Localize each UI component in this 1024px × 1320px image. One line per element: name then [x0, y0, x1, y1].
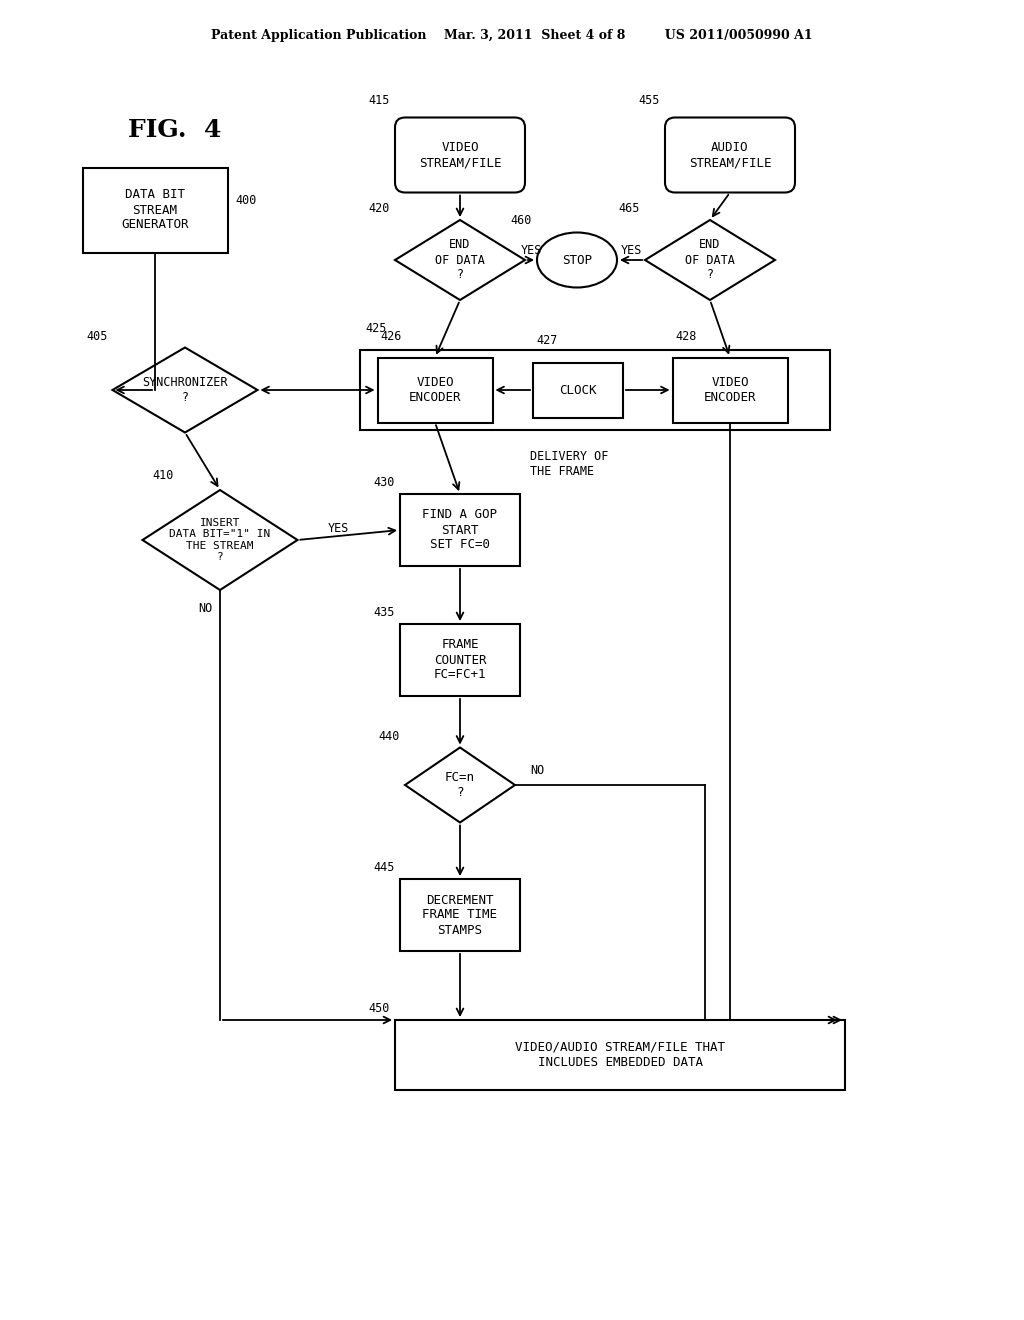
Text: STOP: STOP — [562, 253, 592, 267]
Bar — [83, 168, 227, 252]
Text: FIND A GOP
START
SET FC=0: FIND A GOP START SET FC=0 — [423, 508, 498, 552]
FancyBboxPatch shape — [395, 117, 525, 193]
Text: 428: 428 — [676, 330, 697, 342]
Text: NO: NO — [198, 602, 212, 615]
Text: 425: 425 — [365, 322, 386, 335]
Text: Patent Application Publication    Mar. 3, 2011  Sheet 4 of 8         US 2011/005: Patent Application Publication Mar. 3, 2… — [211, 29, 813, 41]
Text: YES: YES — [621, 243, 642, 256]
Text: 435: 435 — [374, 606, 395, 619]
Polygon shape — [645, 220, 775, 300]
Bar — [400, 494, 520, 566]
Text: 450: 450 — [369, 1002, 390, 1015]
Text: NO: NO — [530, 763, 544, 776]
Bar — [400, 624, 520, 696]
Bar — [395, 1020, 845, 1090]
Bar — [673, 358, 787, 422]
Text: 440: 440 — [379, 730, 400, 742]
Text: 460: 460 — [511, 214, 532, 227]
Polygon shape — [406, 747, 515, 822]
Text: VIDEO
ENCODER: VIDEO ENCODER — [409, 376, 461, 404]
Text: 400: 400 — [236, 194, 257, 206]
Polygon shape — [142, 490, 298, 590]
Text: 430: 430 — [374, 477, 395, 488]
Text: SYNCHRONIZER
?: SYNCHRONIZER ? — [142, 376, 227, 404]
Text: 415: 415 — [369, 95, 390, 107]
Text: 455: 455 — [639, 95, 660, 107]
Polygon shape — [113, 347, 257, 433]
Text: CLOCK: CLOCK — [559, 384, 597, 396]
Text: 420: 420 — [369, 202, 390, 215]
FancyBboxPatch shape — [665, 117, 795, 193]
Text: FRAME
COUNTER
FC=FC+1: FRAME COUNTER FC=FC+1 — [434, 639, 486, 681]
Text: 405: 405 — [86, 330, 108, 342]
Text: AUDIO
STREAM/FILE: AUDIO STREAM/FILE — [689, 141, 771, 169]
Text: VIDEO
ENCODER: VIDEO ENCODER — [703, 376, 757, 404]
Text: 465: 465 — [618, 202, 640, 215]
Text: DATA BIT
STREAM
GENERATOR: DATA BIT STREAM GENERATOR — [121, 189, 188, 231]
Bar — [400, 879, 520, 950]
Text: VIDEO/AUDIO STREAM/FILE THAT
INCLUDES EMBEDDED DATA: VIDEO/AUDIO STREAM/FILE THAT INCLUDES EM… — [515, 1041, 725, 1069]
Text: 427: 427 — [536, 334, 557, 347]
Text: DECREMENT
FRAME TIME
STAMPS: DECREMENT FRAME TIME STAMPS — [423, 894, 498, 936]
Text: YES: YES — [328, 521, 349, 535]
Polygon shape — [395, 220, 525, 300]
Text: VIDEO
STREAM/FILE: VIDEO STREAM/FILE — [419, 141, 502, 169]
Text: END
OF DATA
?: END OF DATA ? — [685, 239, 735, 281]
Text: FC=n
?: FC=n ? — [445, 771, 475, 799]
Text: YES: YES — [520, 243, 542, 256]
Text: 445: 445 — [374, 861, 395, 874]
Ellipse shape — [537, 232, 617, 288]
Text: 410: 410 — [153, 469, 174, 482]
Text: DELIVERY OF
THE FRAME: DELIVERY OF THE FRAME — [530, 450, 608, 478]
Bar — [534, 363, 623, 417]
Text: END
OF DATA
?: END OF DATA ? — [435, 239, 485, 281]
Text: 426: 426 — [381, 330, 401, 342]
Text: INSERT
DATA BIT="1" IN
THE STREAM
?: INSERT DATA BIT="1" IN THE STREAM ? — [169, 517, 270, 562]
Text: FIG.  4: FIG. 4 — [128, 117, 221, 143]
Bar — [378, 358, 493, 422]
Bar — [360, 350, 830, 430]
